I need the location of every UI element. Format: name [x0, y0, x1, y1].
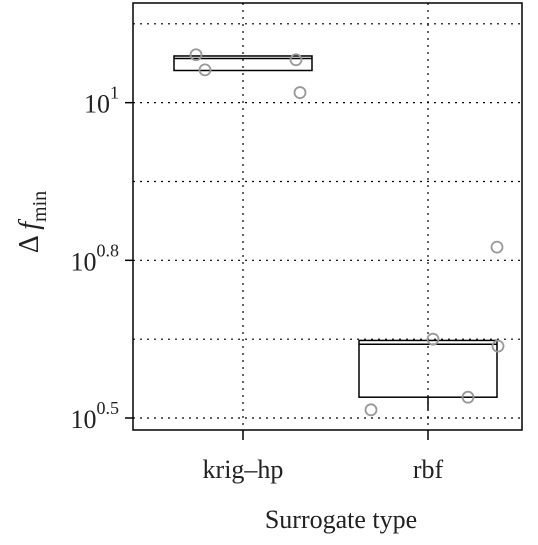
data-point [293, 86, 307, 99]
plot-frame [132, 2, 523, 431]
data-point [490, 240, 504, 254]
y-tick-base: 10 [71, 247, 97, 276]
y-axis-label: Δ fmin [14, 191, 51, 253]
y-tick-base: 10 [71, 405, 97, 434]
y-label-sub: min [29, 191, 51, 222]
y-tick-label: 100.5 [71, 398, 120, 434]
x-axis-label: Surrogate type [265, 505, 417, 534]
x-tick-label: krig–hp [203, 455, 284, 484]
y-tick-label: 100.8 [71, 240, 120, 276]
data-point [289, 53, 303, 67]
x-tick-label: rbf [413, 455, 444, 484]
y-tick-exponent: 0.8 [97, 240, 120, 260]
data-point [426, 332, 440, 346]
data-point [491, 339, 505, 353]
data-point [198, 63, 212, 77]
y-tick-exponent: 0.5 [97, 398, 120, 418]
data-point [364, 403, 378, 417]
y-label-symbol: Δ [14, 236, 45, 253]
y-tick-label: 101 [84, 83, 119, 119]
box [173, 55, 313, 72]
data-point [461, 390, 475, 404]
y-label-var: f [14, 219, 45, 230]
y-tick-exponent: 1 [110, 83, 119, 103]
data-point [189, 48, 203, 62]
y-tick-base: 10 [84, 90, 110, 119]
